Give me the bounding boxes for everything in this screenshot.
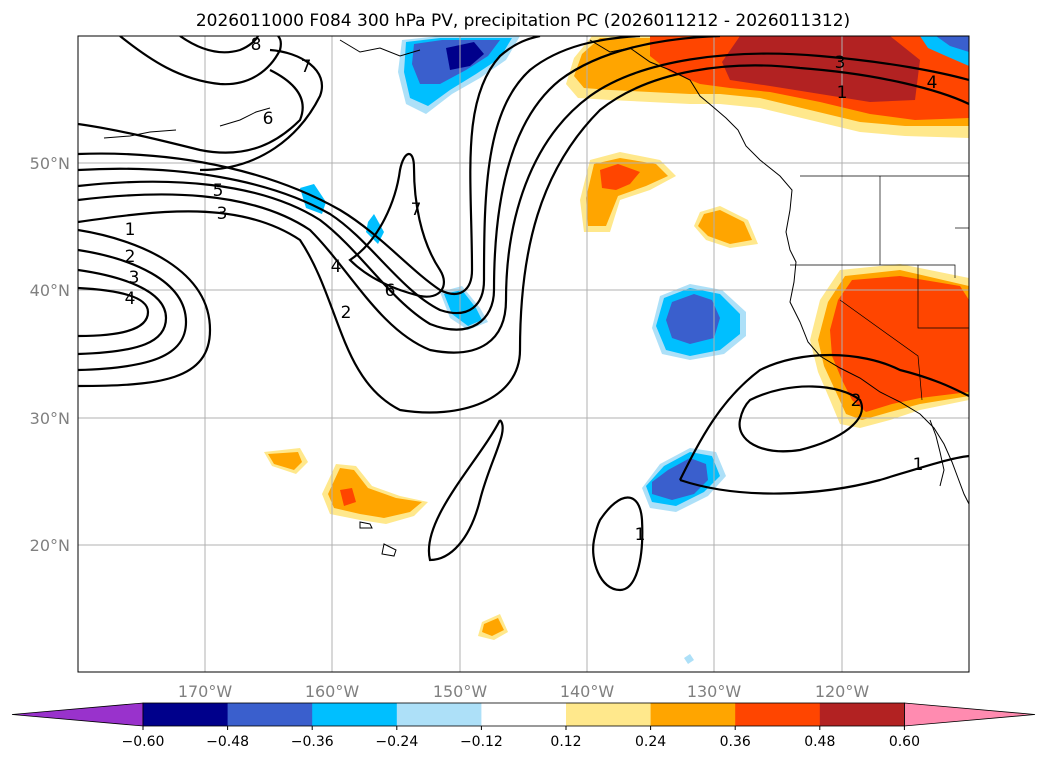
anomaly-hawaii-west-orange [268, 452, 302, 470]
colorbar-outline [142, 702, 905, 727]
contour-label: 1 [837, 83, 848, 103]
colorbar-segment [819, 703, 905, 726]
anomaly-ne-pacific-red [600, 164, 640, 190]
x-tick-label: 120°W [815, 682, 870, 701]
colorbar-tick-label: 0.12 [550, 734, 581, 750]
map-frame [77, 35, 970, 673]
colorbar-segment [481, 703, 567, 726]
colorbar-tick-label: 0.24 [635, 734, 666, 750]
pv-contours [78, 36, 969, 592]
x-axis: 170°W 160°W 150°W 140°W 130°W 120°W [178, 682, 870, 701]
contour-labels: 8 7 6 5 3 1 2 3 4 7 4 6 2 3 1 4 2 1 1 [125, 35, 938, 545]
contour-trough-5 [78, 36, 541, 296]
contour-east-ridge-2 [679, 454, 969, 495]
contour-label: 4 [331, 257, 342, 277]
contour-label: 4 [927, 73, 938, 93]
contour-subtropical-south [427, 419, 504, 562]
contour-trough-4 [78, 36, 641, 315]
colorbar-tick-label: −0.36 [291, 734, 334, 750]
anomaly-hawaii-orange [328, 468, 422, 518]
contour-trough-2 [78, 52, 969, 354]
contour-upper-left-2 [179, 36, 259, 54]
contour-label: 1 [125, 220, 136, 240]
contour-label: 3 [217, 204, 228, 224]
x-tick-label: 130°W [687, 682, 742, 701]
contour-label: 2 [125, 247, 136, 267]
contour-label: 1 [635, 525, 646, 545]
anomaly-california-red [830, 276, 969, 412]
colorbar-tick-label: −0.48 [206, 734, 249, 750]
x-tick-label: 170°W [178, 682, 233, 701]
anomaly-alaska-negative-dark [446, 42, 484, 70]
anomaly-ne-corner-negative-blue [936, 36, 969, 52]
contour-label: 8 [251, 35, 262, 55]
colorbar-tick-label: 0.60 [889, 734, 920, 750]
contour-outer [78, 228, 212, 388]
coastlines [103, 39, 969, 557]
y-tick-label: 20°N [30, 536, 70, 555]
contour-label: 5 [213, 181, 224, 201]
contour-ridge-1 [78, 69, 304, 154]
anomaly-small-negative-2 [366, 214, 384, 244]
x-tick-label: 160°W [305, 682, 360, 701]
anomaly-offshore-positive-orange [698, 210, 752, 244]
x-tick-label: 150°W [433, 682, 488, 701]
contour-label: 2 [851, 391, 862, 411]
map-area: 8 7 6 5 3 1 2 3 4 7 4 6 2 3 1 4 2 1 1 [78, 35, 969, 672]
y-tick-label: 30°N [30, 409, 70, 428]
colorbar-segment [143, 703, 229, 726]
contour-label: 6 [263, 109, 274, 129]
anomaly-offshore-negative-blue [666, 294, 720, 344]
state-borders [790, 175, 969, 401]
contour-trough-1 [78, 64, 969, 414]
y-axis: 50°N 40°N 30°N 20°N [30, 154, 70, 555]
colorbar-tick-label: −0.60 [122, 734, 165, 750]
x-tick-label: 140°W [560, 682, 615, 701]
contour-south-loop [592, 496, 644, 592]
contour-label: 6 [385, 281, 396, 301]
contour-upper-left [119, 36, 282, 86]
chart-title: 2026011000 F084 300 hPa PV, precipitatio… [196, 11, 850, 31]
contour-label: 2 [341, 303, 352, 323]
anomaly-small-negative-3 [444, 290, 482, 326]
colorbar-tick-label: −0.12 [460, 734, 503, 750]
colorbar-extend-high [904, 702, 1036, 727]
y-tick-label: 50°N [30, 154, 70, 173]
contour-cutoff [348, 152, 445, 298]
contour-east-ridge [679, 353, 969, 481]
contour-trough-3 [78, 36, 721, 331]
colorbar-segment [566, 703, 652, 726]
contour-label: 7 [411, 200, 422, 220]
contour-label: 4 [125, 289, 136, 309]
colorbar-segment [227, 703, 313, 726]
colorbar-tick-label: −0.24 [375, 734, 418, 750]
colorbar-segment [735, 703, 821, 726]
contour-east-loop [738, 385, 863, 453]
contour-ridge-2 [199, 48, 323, 172]
gridlines [78, 36, 969, 672]
colorbar: −0.60 −0.48 −0.36 −0.24 −0.12 0.12 0.24 0.36 0.4… [11, 702, 1036, 750]
colorbar-segment [312, 703, 398, 726]
contour-label: 3 [129, 268, 140, 288]
anomaly-small-negative-1 [300, 184, 326, 214]
colorbar-tick-label: 0.36 [720, 734, 751, 750]
colorbar-extend-low [11, 702, 144, 727]
contour-label: 3 [835, 53, 846, 73]
colorbar-tick-label: 0.48 [804, 734, 835, 750]
contour-label: 1 [913, 455, 924, 475]
colorbar-segment [396, 703, 482, 726]
colorbar-segment [650, 703, 736, 726]
y-tick-label: 40°N [30, 281, 70, 300]
anomaly-hawaii-red [340, 488, 356, 506]
shading-layer [264, 36, 969, 664]
contour-label: 7 [301, 57, 312, 77]
anomaly-tiny-negative [684, 654, 694, 664]
anomaly-south-positive-orange [482, 618, 504, 636]
